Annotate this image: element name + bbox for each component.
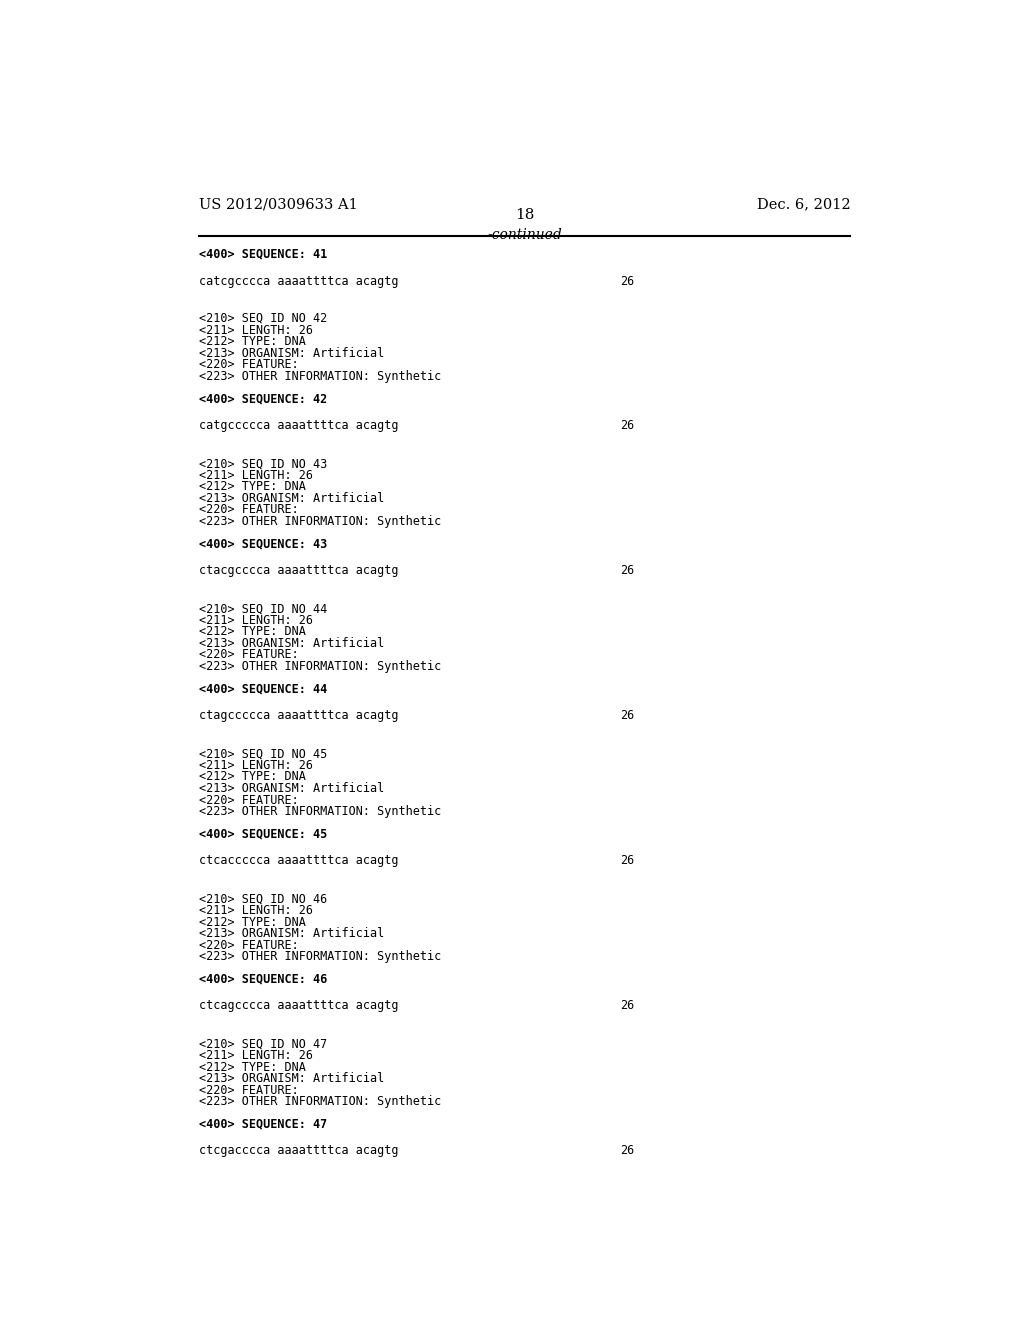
- Text: <220> FEATURE:: <220> FEATURE:: [200, 939, 299, 952]
- Text: <220> FEATURE:: <220> FEATURE:: [200, 648, 299, 661]
- Text: catgccccca aaaattttca acagtg: catgccccca aaaattttca acagtg: [200, 418, 399, 432]
- Text: 26: 26: [620, 275, 634, 288]
- Text: <211> LENGTH: 26: <211> LENGTH: 26: [200, 469, 313, 482]
- Text: <212> TYPE: DNA: <212> TYPE: DNA: [200, 916, 306, 928]
- Text: <210> SEQ ID NO 44: <210> SEQ ID NO 44: [200, 602, 328, 615]
- Text: <223> OTHER INFORMATION: Synthetic: <223> OTHER INFORMATION: Synthetic: [200, 660, 441, 673]
- Text: <213> ORGANISM: Artificial: <213> ORGANISM: Artificial: [200, 636, 385, 649]
- Text: 26: 26: [620, 564, 634, 577]
- Text: <210> SEQ ID NO 42: <210> SEQ ID NO 42: [200, 312, 328, 325]
- Text: <212> TYPE: DNA: <212> TYPE: DNA: [200, 335, 306, 348]
- Text: 26: 26: [620, 999, 634, 1012]
- Text: <400> SEQUENCE: 47: <400> SEQUENCE: 47: [200, 1118, 328, 1131]
- Text: <213> ORGANISM: Artificial: <213> ORGANISM: Artificial: [200, 781, 385, 795]
- Text: <210> SEQ ID NO 43: <210> SEQ ID NO 43: [200, 457, 328, 470]
- Text: <213> ORGANISM: Artificial: <213> ORGANISM: Artificial: [200, 347, 385, 359]
- Text: Dec. 6, 2012: Dec. 6, 2012: [757, 197, 850, 211]
- Text: <223> OTHER INFORMATION: Synthetic: <223> OTHER INFORMATION: Synthetic: [200, 805, 441, 818]
- Text: <212> TYPE: DNA: <212> TYPE: DNA: [200, 1061, 306, 1073]
- Text: <211> LENGTH: 26: <211> LENGTH: 26: [200, 614, 313, 627]
- Text: <211> LENGTH: 26: <211> LENGTH: 26: [200, 904, 313, 917]
- Text: <211> LENGTH: 26: <211> LENGTH: 26: [200, 1049, 313, 1063]
- Text: <400> SEQUENCE: 43: <400> SEQUENCE: 43: [200, 537, 328, 550]
- Text: <210> SEQ ID NO 45: <210> SEQ ID NO 45: [200, 747, 328, 760]
- Text: <213> ORGANISM: Artificial: <213> ORGANISM: Artificial: [200, 927, 385, 940]
- Text: <220> FEATURE:: <220> FEATURE:: [200, 503, 299, 516]
- Text: 26: 26: [620, 709, 634, 722]
- Text: 26: 26: [620, 854, 634, 867]
- Text: <210> SEQ ID NO 46: <210> SEQ ID NO 46: [200, 892, 328, 906]
- Text: <223> OTHER INFORMATION: Synthetic: <223> OTHER INFORMATION: Synthetic: [200, 1096, 441, 1109]
- Text: <211> LENGTH: 26: <211> LENGTH: 26: [200, 759, 313, 772]
- Text: <400> SEQUENCE: 41: <400> SEQUENCE: 41: [200, 248, 328, 261]
- Text: catcgcccca aaaattttca acagtg: catcgcccca aaaattttca acagtg: [200, 275, 399, 288]
- Text: <223> OTHER INFORMATION: Synthetic: <223> OTHER INFORMATION: Synthetic: [200, 515, 441, 528]
- Text: -continued: -continued: [487, 227, 562, 242]
- Text: <212> TYPE: DNA: <212> TYPE: DNA: [200, 771, 306, 783]
- Text: ctagccccca aaaattttca acagtg: ctagccccca aaaattttca acagtg: [200, 709, 399, 722]
- Text: <220> FEATURE:: <220> FEATURE:: [200, 358, 299, 371]
- Text: <212> TYPE: DNA: <212> TYPE: DNA: [200, 480, 306, 494]
- Text: ctacgcccca aaaattttca acagtg: ctacgcccca aaaattttca acagtg: [200, 564, 399, 577]
- Text: 26: 26: [620, 1144, 634, 1158]
- Text: ctcagcccca aaaattttca acagtg: ctcagcccca aaaattttca acagtg: [200, 999, 399, 1012]
- Text: ctcgacccca aaaattttca acagtg: ctcgacccca aaaattttca acagtg: [200, 1144, 399, 1158]
- Text: <400> SEQUENCE: 44: <400> SEQUENCE: 44: [200, 682, 328, 696]
- Text: 18: 18: [515, 209, 535, 222]
- Text: <210> SEQ ID NO 47: <210> SEQ ID NO 47: [200, 1038, 328, 1051]
- Text: <213> ORGANISM: Artificial: <213> ORGANISM: Artificial: [200, 492, 385, 504]
- Text: <220> FEATURE:: <220> FEATURE:: [200, 1084, 299, 1097]
- Text: <213> ORGANISM: Artificial: <213> ORGANISM: Artificial: [200, 1072, 385, 1085]
- Text: <212> TYPE: DNA: <212> TYPE: DNA: [200, 626, 306, 639]
- Text: <400> SEQUENCE: 42: <400> SEQUENCE: 42: [200, 392, 328, 405]
- Text: ctcaccccca aaaattttca acagtg: ctcaccccca aaaattttca acagtg: [200, 854, 399, 867]
- Text: <220> FEATURE:: <220> FEATURE:: [200, 793, 299, 807]
- Text: <400> SEQUENCE: 46: <400> SEQUENCE: 46: [200, 973, 328, 986]
- Text: 26: 26: [620, 418, 634, 432]
- Text: <223> OTHER INFORMATION: Synthetic: <223> OTHER INFORMATION: Synthetic: [200, 950, 441, 964]
- Text: <400> SEQUENCE: 45: <400> SEQUENCE: 45: [200, 828, 328, 841]
- Text: US 2012/0309633 A1: US 2012/0309633 A1: [200, 197, 358, 211]
- Text: <211> LENGTH: 26: <211> LENGTH: 26: [200, 323, 313, 337]
- Text: <223> OTHER INFORMATION: Synthetic: <223> OTHER INFORMATION: Synthetic: [200, 370, 441, 383]
